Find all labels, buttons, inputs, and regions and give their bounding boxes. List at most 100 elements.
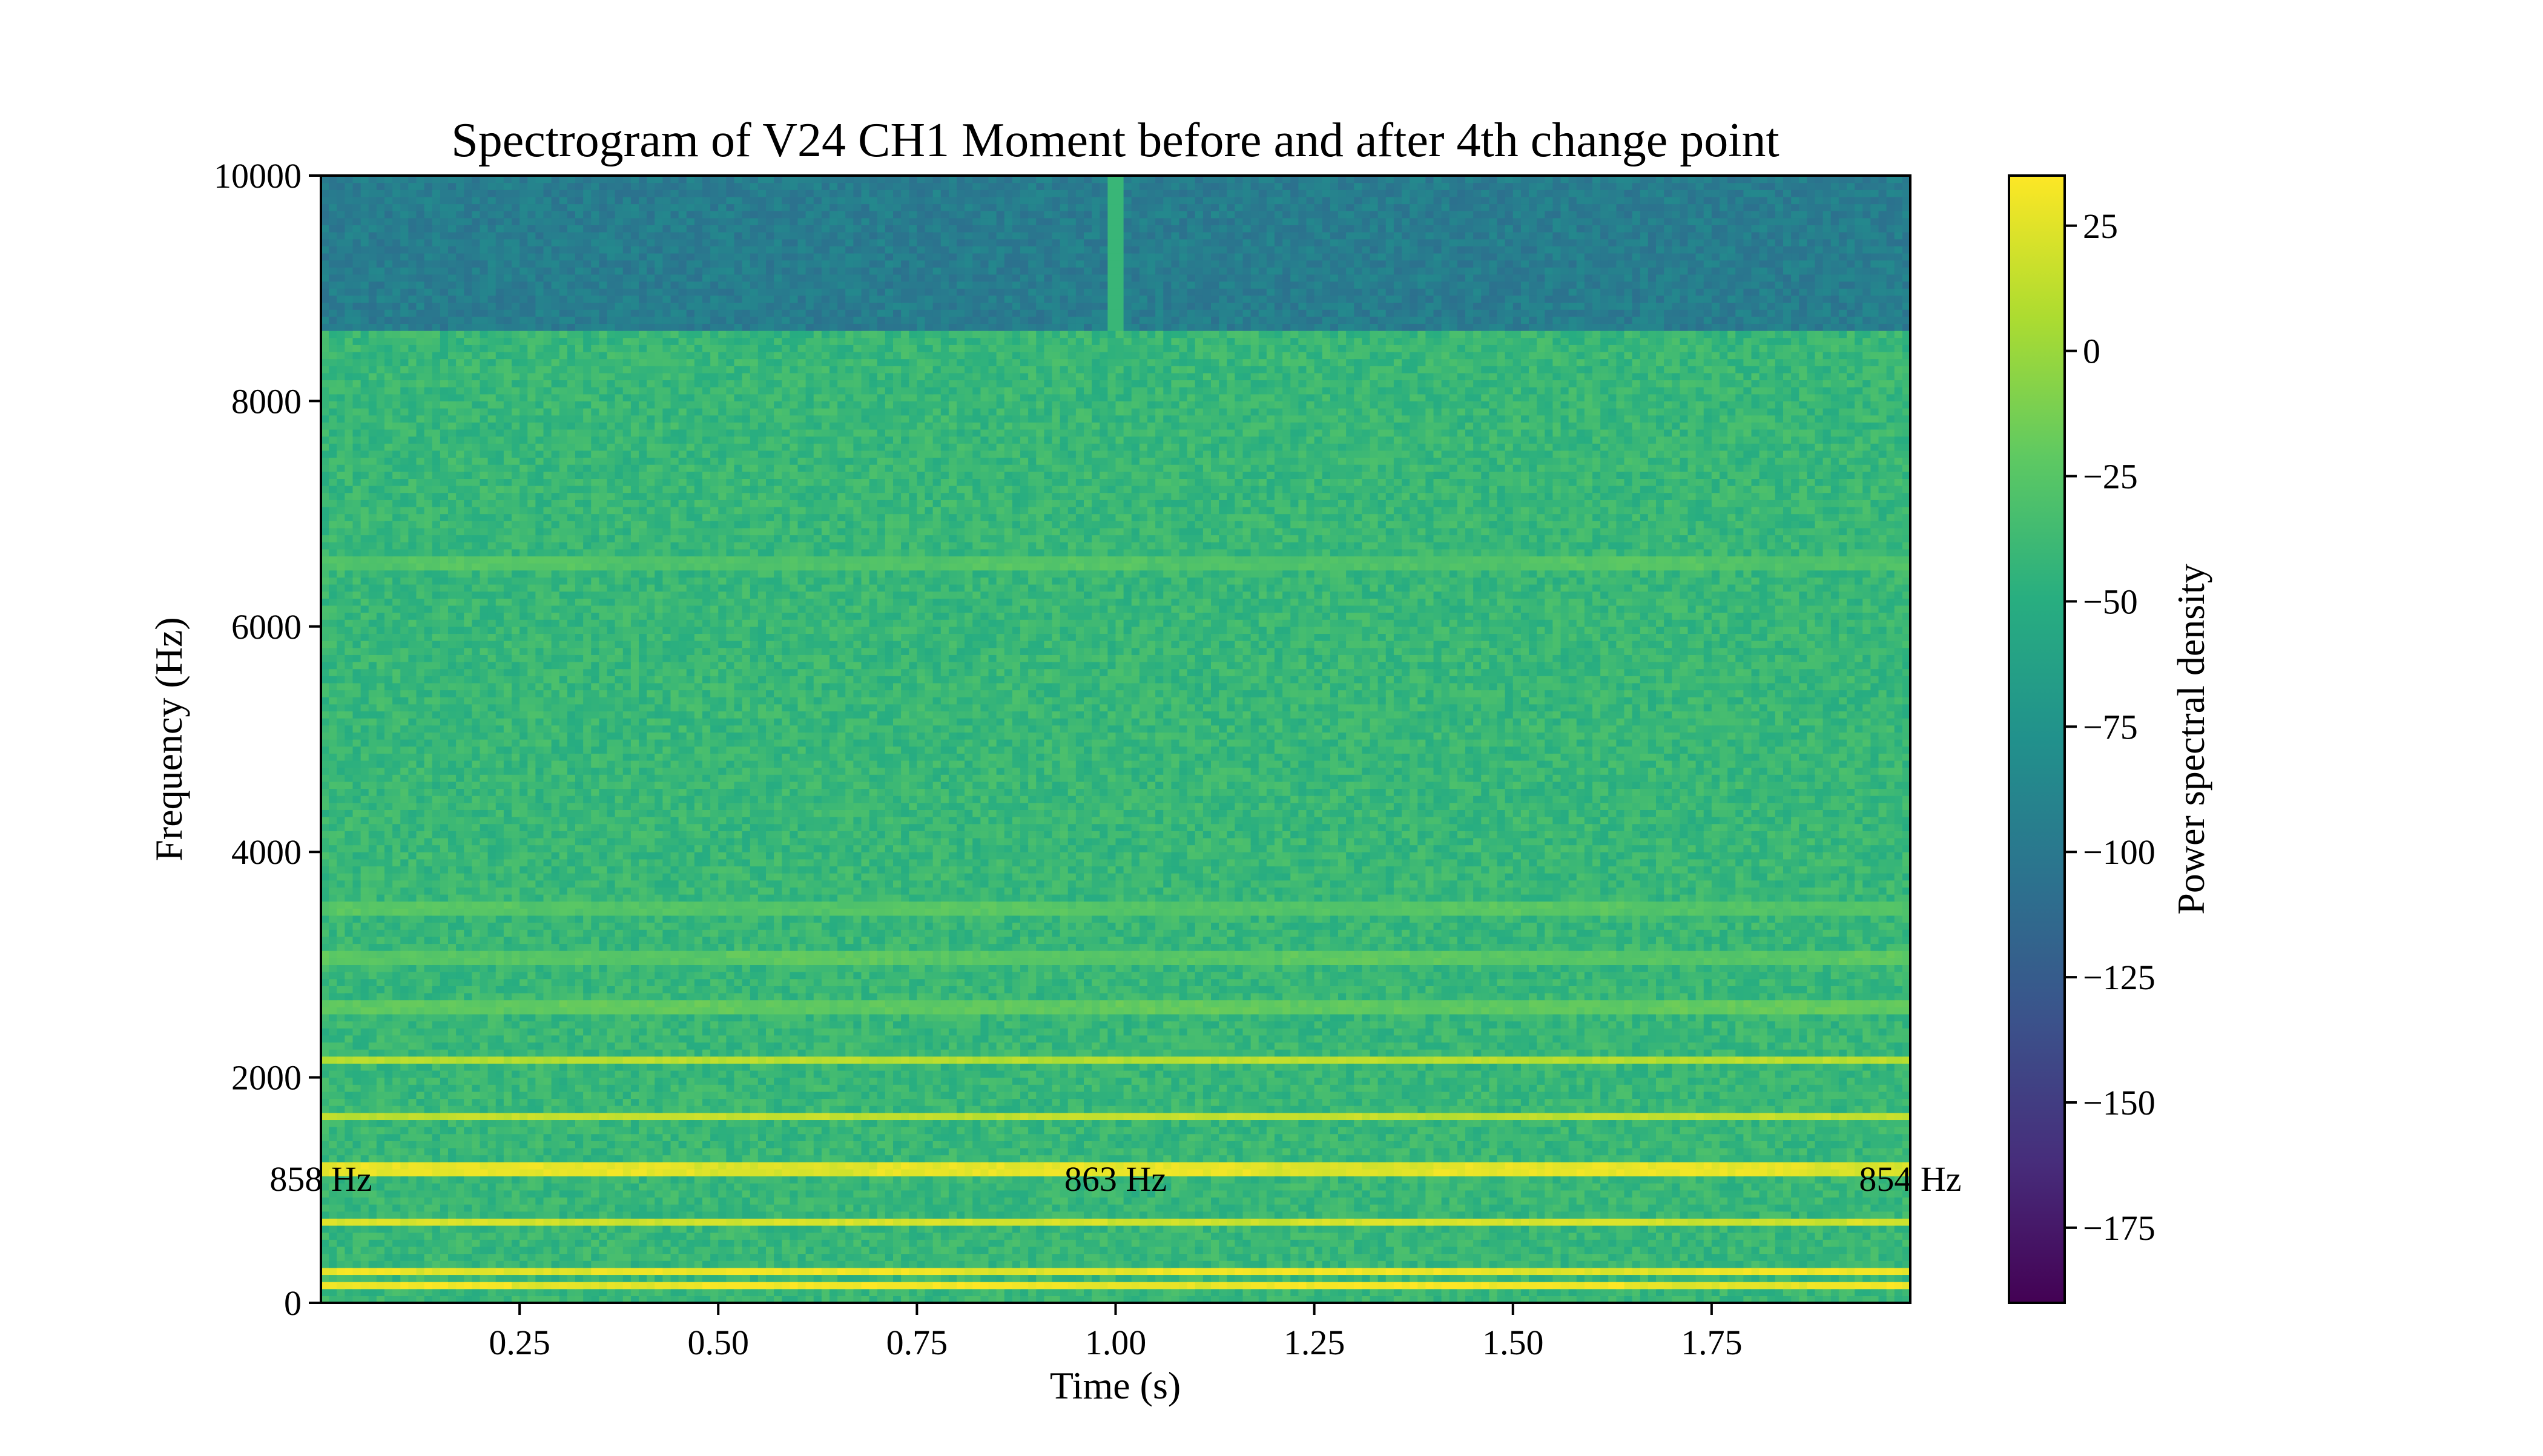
heatmap-cell xyxy=(480,1176,489,1184)
heatmap-cell xyxy=(1402,1260,1410,1268)
heatmap-cell xyxy=(1330,1289,1339,1296)
heatmap-cell xyxy=(1267,1282,1275,1289)
heatmap-cell xyxy=(464,1274,472,1282)
heatmap-cell xyxy=(1767,1268,1776,1275)
heatmap-cell xyxy=(933,1282,942,1289)
heatmap-cell xyxy=(949,1190,957,1197)
heatmap-cell xyxy=(941,1162,949,1169)
heatmap-cell xyxy=(1275,1274,1283,1282)
heatmap-cell xyxy=(1862,1239,1871,1247)
heatmap-cell xyxy=(1211,1254,1219,1261)
heatmap-cell xyxy=(488,1260,496,1268)
heatmap-cell xyxy=(1330,1176,1339,1184)
heatmap-cell xyxy=(575,1190,584,1197)
heatmap-cell xyxy=(997,1183,1005,1190)
heatmap-cell xyxy=(504,1282,512,1289)
heatmap-cell xyxy=(1354,1247,1362,1254)
heatmap-cell xyxy=(1704,1274,1712,1282)
heatmap-cell xyxy=(1807,1268,1815,1275)
heatmap-cell xyxy=(448,1274,457,1282)
heatmap-cell xyxy=(1187,1247,1196,1254)
heatmap-cell xyxy=(1831,1274,1839,1282)
heatmap-cell xyxy=(1569,1190,1577,1197)
heatmap-cell xyxy=(488,1197,496,1204)
heatmap-cell xyxy=(1521,1162,1529,1169)
heatmap-cell xyxy=(432,1260,441,1268)
heatmap-cell xyxy=(877,1155,886,1162)
heatmap-cell xyxy=(1314,1169,1323,1176)
heatmap-cell xyxy=(1267,1218,1275,1225)
heatmap-cell xyxy=(408,1274,417,1282)
heatmap-cell xyxy=(519,1155,528,1162)
heatmap-cell xyxy=(527,1254,536,1261)
heatmap-cell xyxy=(599,1233,607,1240)
heatmap-cell xyxy=(1696,1197,1704,1204)
heatmap-cell xyxy=(1370,1197,1379,1204)
heatmap-cell xyxy=(774,1155,782,1162)
heatmap-cell xyxy=(1322,1247,1331,1254)
heatmap-cell xyxy=(1879,1289,1887,1296)
heatmap-cell xyxy=(893,1268,902,1275)
heatmap-cell xyxy=(1330,1169,1339,1176)
heatmap-cell xyxy=(1362,1225,1370,1233)
heatmap-cell xyxy=(957,1289,965,1296)
heatmap-cell xyxy=(1529,1176,1537,1184)
heatmap-cell xyxy=(1823,1197,1832,1204)
heatmap-cell xyxy=(607,1233,616,1240)
heatmap-cell xyxy=(464,1289,472,1296)
heatmap-cell xyxy=(1195,1218,1204,1225)
heatmap-cell xyxy=(997,1274,1005,1282)
heatmap-cell xyxy=(1743,1204,1752,1211)
heatmap-cell xyxy=(1211,1282,1219,1289)
heatmap-cell xyxy=(1688,1169,1697,1176)
heatmap-cell xyxy=(1370,1233,1379,1240)
heatmap-cell xyxy=(1847,1162,1855,1169)
heatmap-cell xyxy=(400,1190,409,1197)
heatmap-cell xyxy=(1020,1282,1029,1289)
heatmap-cell xyxy=(1791,1162,1799,1169)
heatmap-cell xyxy=(1823,1204,1832,1211)
heatmap-cell xyxy=(1839,1162,1847,1169)
heatmap-cell xyxy=(384,1155,393,1162)
heatmap-cell xyxy=(1760,1282,1768,1289)
heatmap xyxy=(321,176,1911,1303)
heatmap-cell xyxy=(1743,1274,1752,1282)
heatmap-cell xyxy=(384,1254,393,1261)
heatmap-cell xyxy=(901,1183,909,1190)
heatmap-cell xyxy=(615,1289,624,1296)
heatmap-cell xyxy=(1791,1218,1799,1225)
heatmap-cell xyxy=(1107,1233,1116,1240)
heatmap-cell xyxy=(1521,1190,1529,1197)
heatmap-cell xyxy=(504,1162,512,1169)
heatmap-cell xyxy=(1791,1282,1799,1289)
heatmap-cell xyxy=(1060,1218,1069,1225)
heatmap-cell xyxy=(472,1289,480,1296)
heatmap-cell xyxy=(1704,1197,1712,1204)
heatmap-cell xyxy=(1648,1233,1657,1240)
heatmap-cell xyxy=(1870,1282,1879,1289)
heatmap-cell xyxy=(1807,1218,1815,1225)
heatmap-cell xyxy=(1044,1254,1052,1261)
heatmap-cell xyxy=(1402,1274,1410,1282)
heatmap-cell xyxy=(599,1190,607,1197)
heatmap-cell xyxy=(710,1254,719,1261)
heatmap-cell xyxy=(742,1211,751,1219)
heatmap-cell xyxy=(1203,1225,1212,1233)
heatmap-cell xyxy=(1831,1254,1839,1261)
heatmap-cell xyxy=(1370,1225,1379,1233)
heatmap-cell xyxy=(512,1176,520,1184)
heatmap-cell xyxy=(1823,1162,1832,1169)
heatmap-cell xyxy=(1084,1225,1092,1233)
heatmap-cell xyxy=(1743,1211,1752,1219)
heatmap-cell xyxy=(472,1162,480,1169)
heatmap-cell xyxy=(1529,1274,1537,1282)
heatmap-cell xyxy=(464,1282,472,1289)
heatmap-cell xyxy=(1290,1239,1299,1247)
heatmap-cell xyxy=(456,1254,464,1261)
heatmap-cell xyxy=(997,1155,1005,1162)
heatmap-cell xyxy=(933,1204,942,1211)
heatmap-cell xyxy=(1727,1204,1736,1211)
heatmap-cell xyxy=(814,1197,822,1204)
heatmap-cell xyxy=(1370,1254,1379,1261)
heatmap-cell xyxy=(1434,1289,1442,1296)
